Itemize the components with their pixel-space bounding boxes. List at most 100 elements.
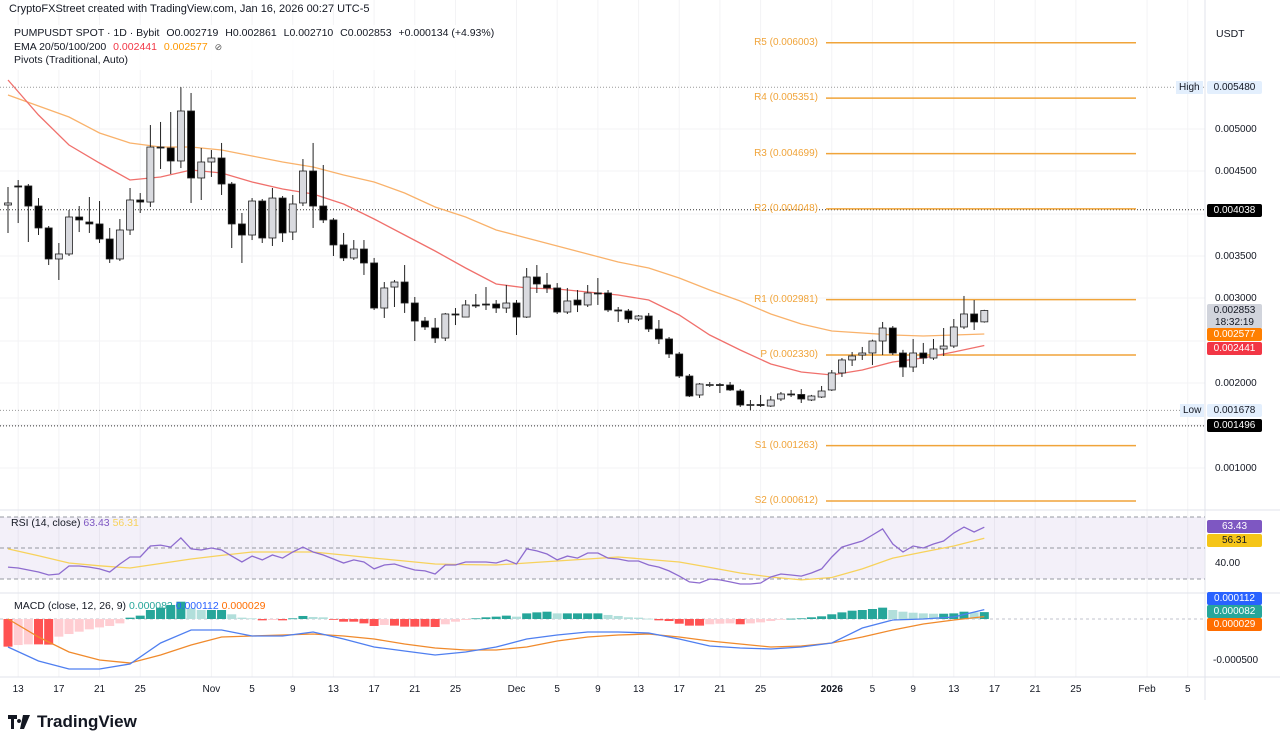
candle-up: [115, 229, 124, 260]
candle-down: [34, 205, 43, 229]
candle-down: [217, 157, 226, 185]
macd-histogram-bar: [644, 618, 654, 620]
high-label: High: [1176, 81, 1203, 94]
low-value-badge: 0.001678: [1207, 404, 1262, 417]
macd-histogram-bar: [227, 614, 237, 619]
candle-down: [105, 238, 114, 260]
macd-histogram-bar: [410, 619, 420, 627]
macd-signal-value: 0.000029: [221, 600, 266, 612]
macd-histogram-bar: [471, 618, 481, 620]
macd-histogram-bar: [766, 619, 776, 622]
rsi-legend[interactable]: RSI (14, close) 63.43 56.31: [11, 517, 139, 529]
candle-down: [309, 170, 318, 207]
ohlc-close: C0.002853: [340, 27, 392, 39]
macd-histogram-bar: [420, 619, 430, 627]
candle-down: [665, 338, 673, 355]
candle-up: [563, 300, 572, 313]
macd-histogram-bar: [796, 618, 806, 620]
pivot-label: R2 (0.004048): [754, 202, 818, 214]
tradingview-logo[interactable]: TradingView: [8, 712, 137, 732]
macd-histogram-bar: [898, 611, 908, 619]
candle-down: [685, 375, 694, 397]
macd-histogram-bar: [949, 613, 959, 619]
macd-histogram-bar: [359, 619, 369, 624]
candle-down: [410, 302, 419, 322]
candle-up: [268, 197, 277, 239]
pivot-label: R3 (0.004699): [754, 147, 818, 159]
time-tick: Feb: [1138, 684, 1156, 695]
macd-histogram-bar: [593, 613, 603, 619]
macd-histogram-bar: [308, 616, 318, 619]
macd-histogram: [3, 601, 989, 647]
currency-label[interactable]: USDT: [1216, 28, 1245, 40]
symbol-title: PUMPUSDT SPOT · 1D · Bybit: [14, 27, 160, 39]
macd-histogram-bar: [857, 610, 867, 619]
ohlc-low: L0.002710: [283, 27, 334, 39]
candle-down: [899, 352, 907, 368]
candle-down: [278, 197, 287, 234]
macd-histogram-bar: [674, 619, 684, 624]
macd-histogram-bar: [95, 619, 105, 628]
macd-histogram-bar: [613, 615, 623, 619]
macd-histogram-bar: [878, 607, 888, 619]
macd-histogram-bar: [176, 601, 186, 619]
time-tick: 5: [249, 684, 255, 695]
macd-legend[interactable]: MACD (close, 12, 26, 9) 0.000082 0.00011…: [14, 600, 265, 612]
candle-up: [980, 310, 989, 323]
macd-hist-badge: 0.000082: [1207, 605, 1262, 618]
candle-up: [766, 399, 775, 407]
pivots-legend-row[interactable]: Pivots (Traditional, Auto): [14, 54, 498, 68]
ema-legend-row[interactable]: EMA 20/50/100/200 0.002441 0.002577 ⊘: [14, 41, 498, 55]
symbol-legend-row[interactable]: PUMPUSDT SPOT · 1D · Bybit O0.002719 H0.…: [14, 27, 498, 41]
time-tick: 21: [1029, 684, 1041, 695]
macd-histogram-bar: [745, 619, 755, 624]
candle-down: [675, 353, 684, 377]
price-tick: 0.002000: [1215, 378, 1257, 389]
candle-down: [736, 390, 745, 406]
macd-histogram-bar: [135, 615, 145, 619]
candle-up: [176, 110, 185, 162]
macd-histogram-bar: [186, 608, 196, 619]
macd-histogram-bar: [54, 619, 64, 637]
macd-histogram-bar: [105, 619, 115, 626]
time-tick: 9: [595, 684, 601, 695]
candle-down: [492, 303, 501, 309]
candle-down: [644, 315, 653, 330]
time-tick: Dec: [507, 684, 526, 695]
low-label: Low: [1180, 404, 1205, 417]
time-tick: Nov: [202, 684, 221, 695]
eye-off-icon[interactable]: ⊘: [214, 41, 223, 52]
macd-histogram-bar: [969, 612, 979, 619]
tradingview-logo-icon: [8, 715, 30, 729]
candle-up: [817, 390, 826, 398]
time-tick: 17: [53, 684, 65, 695]
macd-histogram-bar: [166, 604, 176, 619]
price-change: +0.000134 (+4.93%): [398, 27, 495, 39]
macd-histogram-bar: [908, 612, 918, 619]
candle-down: [482, 303, 490, 306]
candle-up: [380, 287, 389, 309]
ema50-badge: 0.002577: [1207, 328, 1262, 341]
rsi-badge: 63.43: [1207, 520, 1262, 533]
macd-histogram-bar: [522, 613, 532, 619]
candle-down: [421, 320, 429, 328]
time-tick: 5: [1184, 684, 1191, 695]
candle-up: [207, 157, 216, 163]
pivot-lines: [826, 41, 1136, 502]
macd-histogram-bar: [532, 612, 542, 619]
candle-up: [522, 276, 531, 318]
candle-up: [848, 355, 857, 361]
macd-histogram-bar: [786, 618, 796, 620]
ema-lines: [7, 79, 985, 376]
time-tick: 9: [910, 684, 916, 695]
price-tick: 0.003500: [1215, 251, 1257, 262]
candle-down: [532, 276, 541, 285]
ohlc-high: H0.002861: [225, 27, 277, 39]
logo-text: TradingView: [37, 712, 137, 731]
candle-up: [939, 345, 948, 350]
macd-histogram-bar: [583, 613, 593, 619]
macd-label: MACD (close, 12, 26, 9): [14, 600, 127, 612]
macd-histogram-bar: [13, 619, 23, 646]
time-tick: 9: [289, 684, 296, 695]
